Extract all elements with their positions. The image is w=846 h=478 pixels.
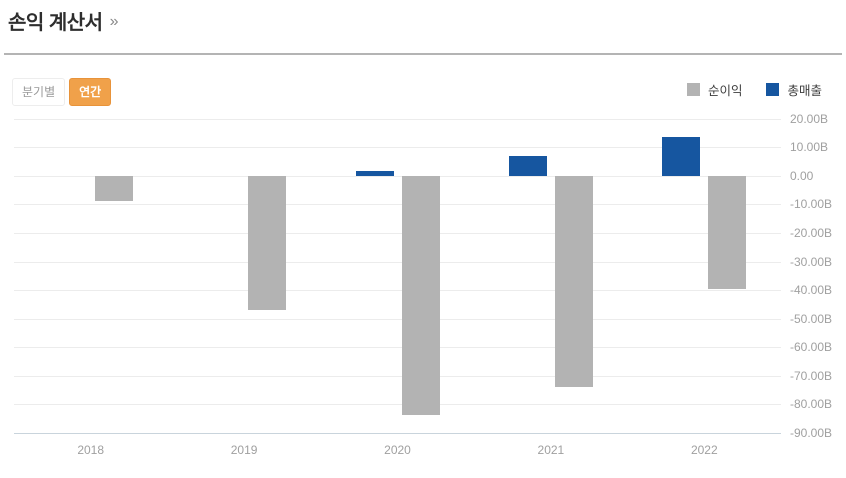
- gridline: [14, 404, 781, 406]
- y-tick-label: -70.00B: [790, 368, 833, 383]
- y-tick-label: -90.00B: [790, 426, 833, 440]
- bar-net-income[interactable]: [708, 175, 747, 289]
- x-tick-label: 2018: [77, 443, 105, 457]
- x-tick-label: 2020: [384, 443, 411, 457]
- gridline: [14, 204, 781, 206]
- y-tick-label: 0.00: [790, 168, 814, 183]
- double-chevron-icon: »: [109, 12, 119, 30]
- net-income-swatch-icon: [686, 83, 700, 96]
- y-tick-label: -80.00B: [790, 397, 833, 412]
- y-tick-label: 10.00B: [790, 140, 829, 155]
- gridline: [14, 318, 781, 320]
- gridline: [14, 147, 781, 149]
- page-title: 손익 계산서: [8, 12, 103, 34]
- quarterly-button[interactable]: 분기별: [12, 78, 66, 106]
- y-tick-label: -50.00B: [790, 311, 833, 326]
- header-divider: [4, 53, 842, 55]
- gridline: [14, 375, 781, 377]
- gridline: [14, 347, 781, 349]
- bar-net-income[interactable]: [554, 175, 593, 387]
- gridline: [14, 232, 781, 234]
- x-tick-label: 2021: [537, 443, 565, 457]
- revenue-swatch-icon: [766, 83, 780, 96]
- gridline: [14, 118, 781, 120]
- y-tick-label: -10.00B: [790, 197, 833, 212]
- x-tick-label: 2022: [690, 443, 718, 457]
- x-tick-label: 2019: [230, 443, 258, 457]
- legend-label: 총매출: [787, 84, 822, 98]
- bar-net-income[interactable]: [401, 175, 440, 416]
- chart-legend: 순이익 총매출: [686, 80, 822, 99]
- y-tick-label: -40.00B: [790, 283, 833, 297]
- period-toggle: 분기별 연간: [12, 78, 112, 106]
- bar-revenue[interactable]: [662, 136, 701, 176]
- bar-revenue[interactable]: [508, 156, 547, 176]
- y-tick-label: -20.00B: [790, 225, 833, 240]
- gridline: [14, 290, 781, 291]
- annual-button[interactable]: 연간: [69, 78, 112, 106]
- y-tick-label: 20.00B: [790, 111, 829, 126]
- y-tick-label: -30.00B: [790, 254, 833, 269]
- gridline: [14, 261, 781, 263]
- legend-item-net-income[interactable]: 순이익: [686, 80, 743, 99]
- gridline: [14, 175, 781, 177]
- bar-revenue[interactable]: [355, 171, 394, 176]
- y-tick-label: -60.00B: [790, 340, 833, 355]
- income-statement-link[interactable]: 손익 계산서 »: [8, 6, 118, 35]
- x-axis-line: [14, 433, 781, 434]
- legend-item-revenue[interactable]: 총매출: [766, 80, 822, 99]
- legend-label: 순이익: [707, 84, 743, 98]
- bar-net-income[interactable]: [94, 175, 133, 201]
- bar-net-income[interactable]: [248, 175, 287, 311]
